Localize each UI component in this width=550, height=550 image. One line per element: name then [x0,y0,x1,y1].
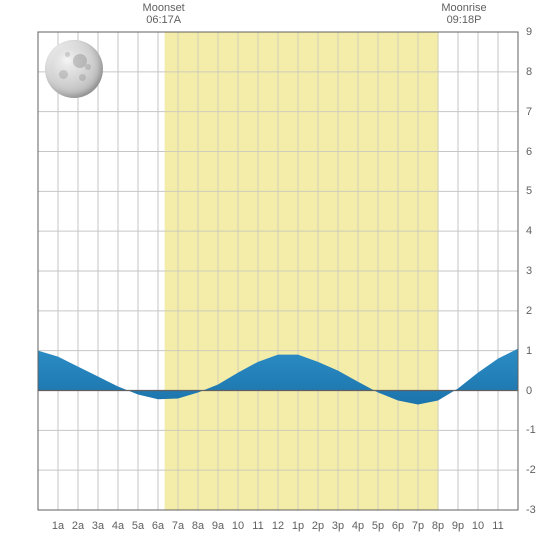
x-tick-label: 11 [252,520,263,532]
x-tick-label: 5p [372,520,384,532]
y-tick-label: 5 [526,185,532,197]
x-tick-label: 8a [192,520,204,532]
x-tick-label: 11 [492,520,503,532]
moonrise-label: Moonrise09:18P [434,2,494,26]
x-tick-label: 5a [132,520,144,532]
x-tick-label: 2a [72,520,84,532]
tide-chart: Moonset06:17A Moonrise09:18P 1a 2a 3a 4a 5a 6a 7… [0,0,550,550]
x-tick-label: 10 [472,520,484,532]
x-tick-label: 12 [272,520,284,532]
x-tick-label: 2p [312,520,324,532]
x-tick-label: 3p [332,520,344,532]
y-tick-label: -3 [526,504,536,516]
y-tick-label: 1 [526,345,532,357]
x-tick-label: 3a [92,520,104,532]
y-tick-label: 9 [526,26,532,38]
y-tick-label: 8 [526,66,532,78]
y-tick-label: 2 [526,305,532,317]
x-tick-label: 6p [392,520,404,532]
moonset-title: Moonset [134,2,194,14]
moonset-time: 06:17A [134,14,194,26]
moonrise-time: 09:18P [434,14,494,26]
x-tick-label: 10 [232,520,244,532]
x-tick-label: 1p [292,520,304,532]
x-tick-label: 4a [112,520,124,532]
x-tick-label: 9p [452,520,464,532]
moonset-label: Moonset06:17A [134,2,194,26]
y-tick-label: 0 [526,385,532,397]
moon-phase-icon [45,40,103,98]
x-tick-label: 6a [152,520,164,532]
y-tick-label: 4 [526,225,532,237]
y-tick-label: -1 [526,424,536,436]
y-tick-label: 7 [526,106,532,118]
x-tick-label: 1a [52,520,64,532]
x-tick-label: 9a [212,520,224,532]
y-tick-label: 6 [526,146,532,158]
x-tick-label: 7a [172,520,184,532]
y-tick-label: -2 [526,464,536,476]
x-tick-label: 4p [352,520,364,532]
moonrise-title: Moonrise [434,2,494,14]
y-tick-label: 3 [526,265,532,277]
x-tick-label: 8p [432,520,444,532]
x-tick-label: 7p [412,520,424,532]
